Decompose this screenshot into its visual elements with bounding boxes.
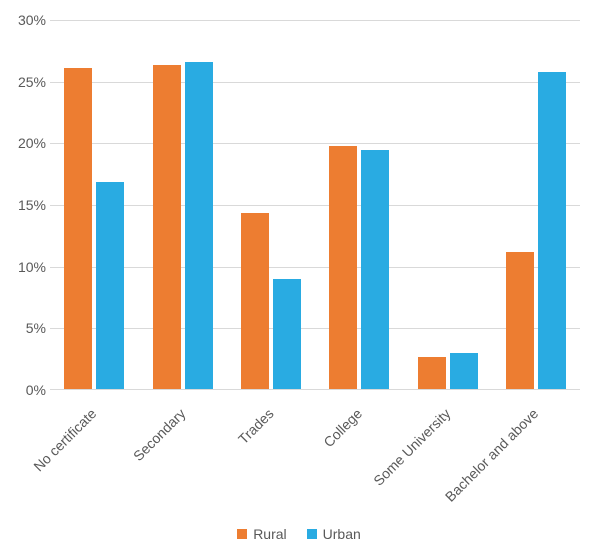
- bar-urban: [96, 182, 124, 389]
- legend: Rural Urban: [0, 526, 598, 542]
- bar-rural: [418, 357, 446, 389]
- bar-rural: [506, 252, 534, 389]
- x-tick-label: College: [320, 405, 365, 450]
- bar-urban: [450, 353, 478, 389]
- legend-item-rural: Rural: [237, 526, 286, 542]
- y-tick-label: 15%: [6, 197, 46, 213]
- y-tick-label: 30%: [6, 12, 46, 28]
- y-tick-label: 0%: [6, 382, 46, 398]
- x-axis-labels: No certificateSecondaryTradesCollegeSome…: [50, 395, 580, 505]
- bar-urban: [273, 279, 301, 389]
- y-tick-label: 10%: [6, 259, 46, 275]
- y-tick-label: 20%: [6, 135, 46, 151]
- bar-urban: [185, 62, 213, 389]
- x-tick-label: Trades: [235, 405, 277, 447]
- x-tick-label: Some University: [370, 405, 453, 488]
- bars-layer: [50, 20, 580, 389]
- legend-swatch: [237, 529, 247, 539]
- x-tick-label: Bachelor and above: [442, 405, 541, 504]
- x-tick-label: Secondary: [130, 405, 189, 464]
- chart-container: 0% 5% 10% 15% 20% 25% 30% No certificate Second…: [0, 0, 598, 550]
- bar-rural: [329, 146, 357, 389]
- y-tick-label: 5%: [6, 320, 46, 336]
- legend-swatch: [307, 529, 317, 539]
- legend-item-urban: Urban: [307, 526, 361, 542]
- bar-rural: [153, 65, 181, 389]
- bar-urban: [538, 72, 566, 389]
- plot-area: [50, 20, 580, 390]
- x-tick-label: No certificate: [31, 405, 100, 474]
- bar-urban: [361, 150, 389, 389]
- legend-label: Rural: [253, 526, 286, 542]
- y-tick-label: 25%: [6, 74, 46, 90]
- legend-label: Urban: [323, 526, 361, 542]
- bar-rural: [64, 68, 92, 389]
- bar-rural: [241, 213, 269, 389]
